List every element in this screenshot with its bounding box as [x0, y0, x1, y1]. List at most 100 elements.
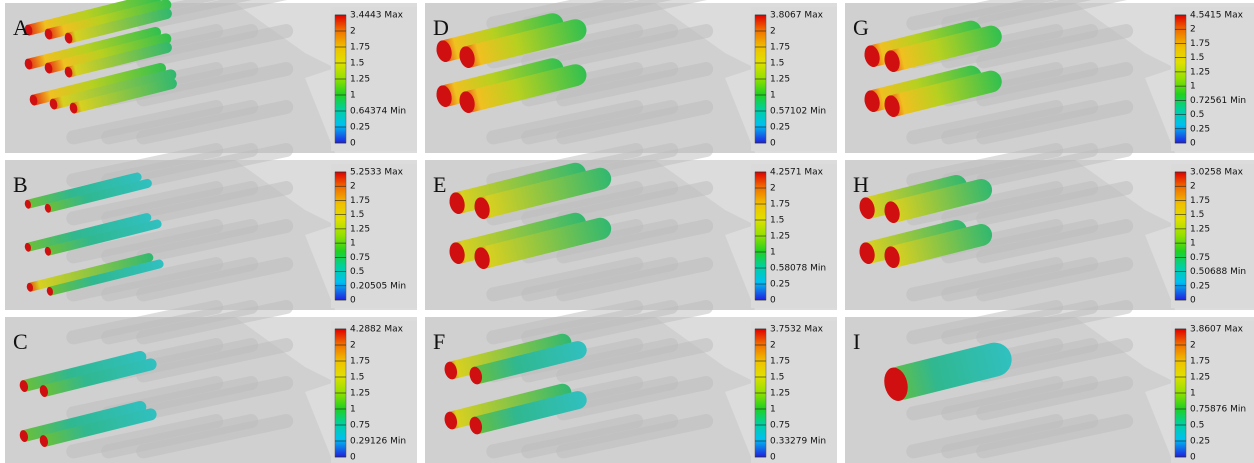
legend-label: 3.7532 Max: [770, 325, 824, 335]
legend-label: 1.75: [1190, 196, 1210, 206]
legend-label: 0: [770, 296, 776, 306]
panel-label: I: [853, 329, 860, 354]
legend-label: 0: [770, 139, 776, 149]
legend-label: 2: [770, 341, 776, 351]
legend-label: 1.75: [770, 43, 790, 53]
legend-label: 0.25: [1190, 437, 1210, 447]
panel-label: C: [13, 329, 28, 354]
legend-label: 0.29126 Min: [350, 437, 406, 447]
panel: D3.8067 Max21.751.51.2510.57102 Min0.250: [425, 0, 837, 153]
panel: F3.7532 Max21.751.51.2510.750.33279 Min0: [425, 299, 837, 463]
legend-label: 0: [350, 453, 356, 463]
panel-label: G: [853, 15, 869, 40]
legend-label: 1.75: [350, 196, 370, 206]
legend-label: 1.5: [770, 59, 784, 69]
legend-label: 1: [1190, 389, 1196, 399]
legend-label: 0: [770, 453, 776, 463]
legend-label: 0.58078 Min: [770, 264, 826, 274]
legend-label: 0.25: [770, 280, 790, 290]
legend-label: 2: [350, 341, 356, 351]
legend-label: 4.2882 Max: [350, 325, 404, 335]
colorbar: [335, 172, 346, 300]
panel: C 4.2882 Max 2 1.75 1.5 1.25 1 0.75 0.29126 Min 0: [5, 299, 417, 463]
legend-label: 0.5: [1190, 110, 1204, 120]
legend-label: 1: [770, 91, 776, 101]
legend-label: 1.5: [350, 373, 364, 383]
legend-label: 2: [350, 182, 356, 192]
legend-label: 1: [770, 248, 776, 258]
legend-label: 1.25: [770, 232, 790, 242]
legend-label: 1.75: [770, 200, 790, 210]
legend-label: 4.5415 Max: [1190, 11, 1244, 21]
figure: A 3.4443 Max 2 1.75 1.5 1.25 1 0.64374 Min 0.25 0…: [0, 0, 1254, 463]
legend-label: 3.8067 Max: [770, 11, 824, 21]
legend-label: 1: [350, 91, 356, 101]
panel-label: E: [433, 172, 446, 197]
legend-label: 0.75: [350, 421, 370, 431]
legend-label: 0.25: [350, 123, 370, 133]
panel: H3.0258 Max21.751.51.2510.750.50688 Min0…: [845, 142, 1254, 310]
panel: I 3.8607 Max 2 1.75 1.25 1 0.75876 Min 0.5 0.25 0: [845, 299, 1254, 463]
legend-label: 2: [770, 27, 776, 37]
legend-label: 1.25: [1190, 224, 1210, 234]
legend-label: 0.5: [1190, 421, 1204, 431]
legend-label: 0.20505 Min: [350, 281, 406, 291]
legend-label: 0.75: [350, 253, 370, 263]
legend-label: 1.25: [1190, 373, 1210, 383]
panel: A 3.4443 Max 2 1.75 1.5 1.25 1 0.64374 Min 0.25 0: [5, 0, 417, 153]
legend-label: 0.25: [770, 123, 790, 133]
legend-label: 0.75: [1190, 253, 1210, 263]
legend-label: 2: [1190, 25, 1196, 35]
panel-label: B: [13, 172, 28, 197]
legend-label: 0: [350, 139, 356, 149]
colorbar: [1175, 15, 1186, 143]
legend-label: 1.25: [1190, 67, 1210, 77]
legend-label: 1.25: [770, 389, 790, 399]
legend-label: 0.33279 Min: [770, 437, 826, 447]
legend-label: 1.75: [1190, 357, 1210, 367]
legend-label: 3.4443 Max: [350, 11, 404, 21]
panel: B 5.2533 Max 2 1.75 1.5 1.25 1 0.75 0.5 0.20505 M…: [5, 142, 417, 310]
legend-label: 2: [1190, 182, 1196, 192]
panel-label: D: [433, 15, 449, 40]
legend-label: 0: [1190, 139, 1196, 149]
legend-label: 0.64374 Min: [350, 107, 406, 117]
legend-label: 1.5: [1190, 53, 1204, 63]
legend-label: 5.2533 Max: [350, 168, 404, 178]
legend-label: 3.0258 Max: [1190, 168, 1244, 178]
legend-label: 0.25: [1190, 281, 1210, 291]
legend-label: 1.5: [350, 59, 364, 69]
legend-label: 2: [350, 27, 356, 37]
legend-label: 3.8607 Max: [1190, 325, 1244, 335]
legend-label: 0: [350, 296, 356, 306]
panel-label: A: [13, 15, 29, 40]
legend-label: 1.5: [770, 373, 784, 383]
panel: E 4.2571 Max 2 1.75 1.5 1.25 1 0.58078 Min 0.25 0: [425, 142, 837, 310]
legend-label: 1.5: [770, 216, 784, 226]
legend-label: 2: [770, 184, 776, 194]
legend-label: 0.75: [770, 421, 790, 431]
colorbar: [1175, 172, 1186, 300]
legend-label: 1.75: [350, 43, 370, 53]
legend-label: 1.75: [770, 357, 790, 367]
legend-label: 1: [350, 405, 356, 415]
legend-label: 1.25: [350, 75, 370, 85]
legend-label: 4.2571 Max: [770, 168, 824, 178]
legend-label: 0.5: [350, 267, 364, 277]
legend-label: 1.5: [1190, 210, 1204, 220]
legend-label: 0.25: [1190, 124, 1210, 134]
legend-label: 1.25: [350, 224, 370, 234]
legend-label: 1.25: [350, 389, 370, 399]
legend-label: 2: [1190, 341, 1196, 351]
legend-label: 0.75876 Min: [1190, 405, 1246, 415]
legend-label: 0.50688 Min: [1190, 267, 1246, 277]
legend-label: 0: [1190, 296, 1196, 306]
legend-label: 1.5: [350, 210, 364, 220]
legend-label: 0.57102 Min: [770, 107, 826, 117]
legend-label: 1: [350, 239, 356, 249]
legend-label: 1.75: [350, 357, 370, 367]
legend-label: 1: [770, 405, 776, 415]
legend-label: 1.75: [1190, 39, 1210, 49]
legend-label: 1: [1190, 239, 1196, 249]
legend-label: 0.72561 Min: [1190, 96, 1246, 106]
